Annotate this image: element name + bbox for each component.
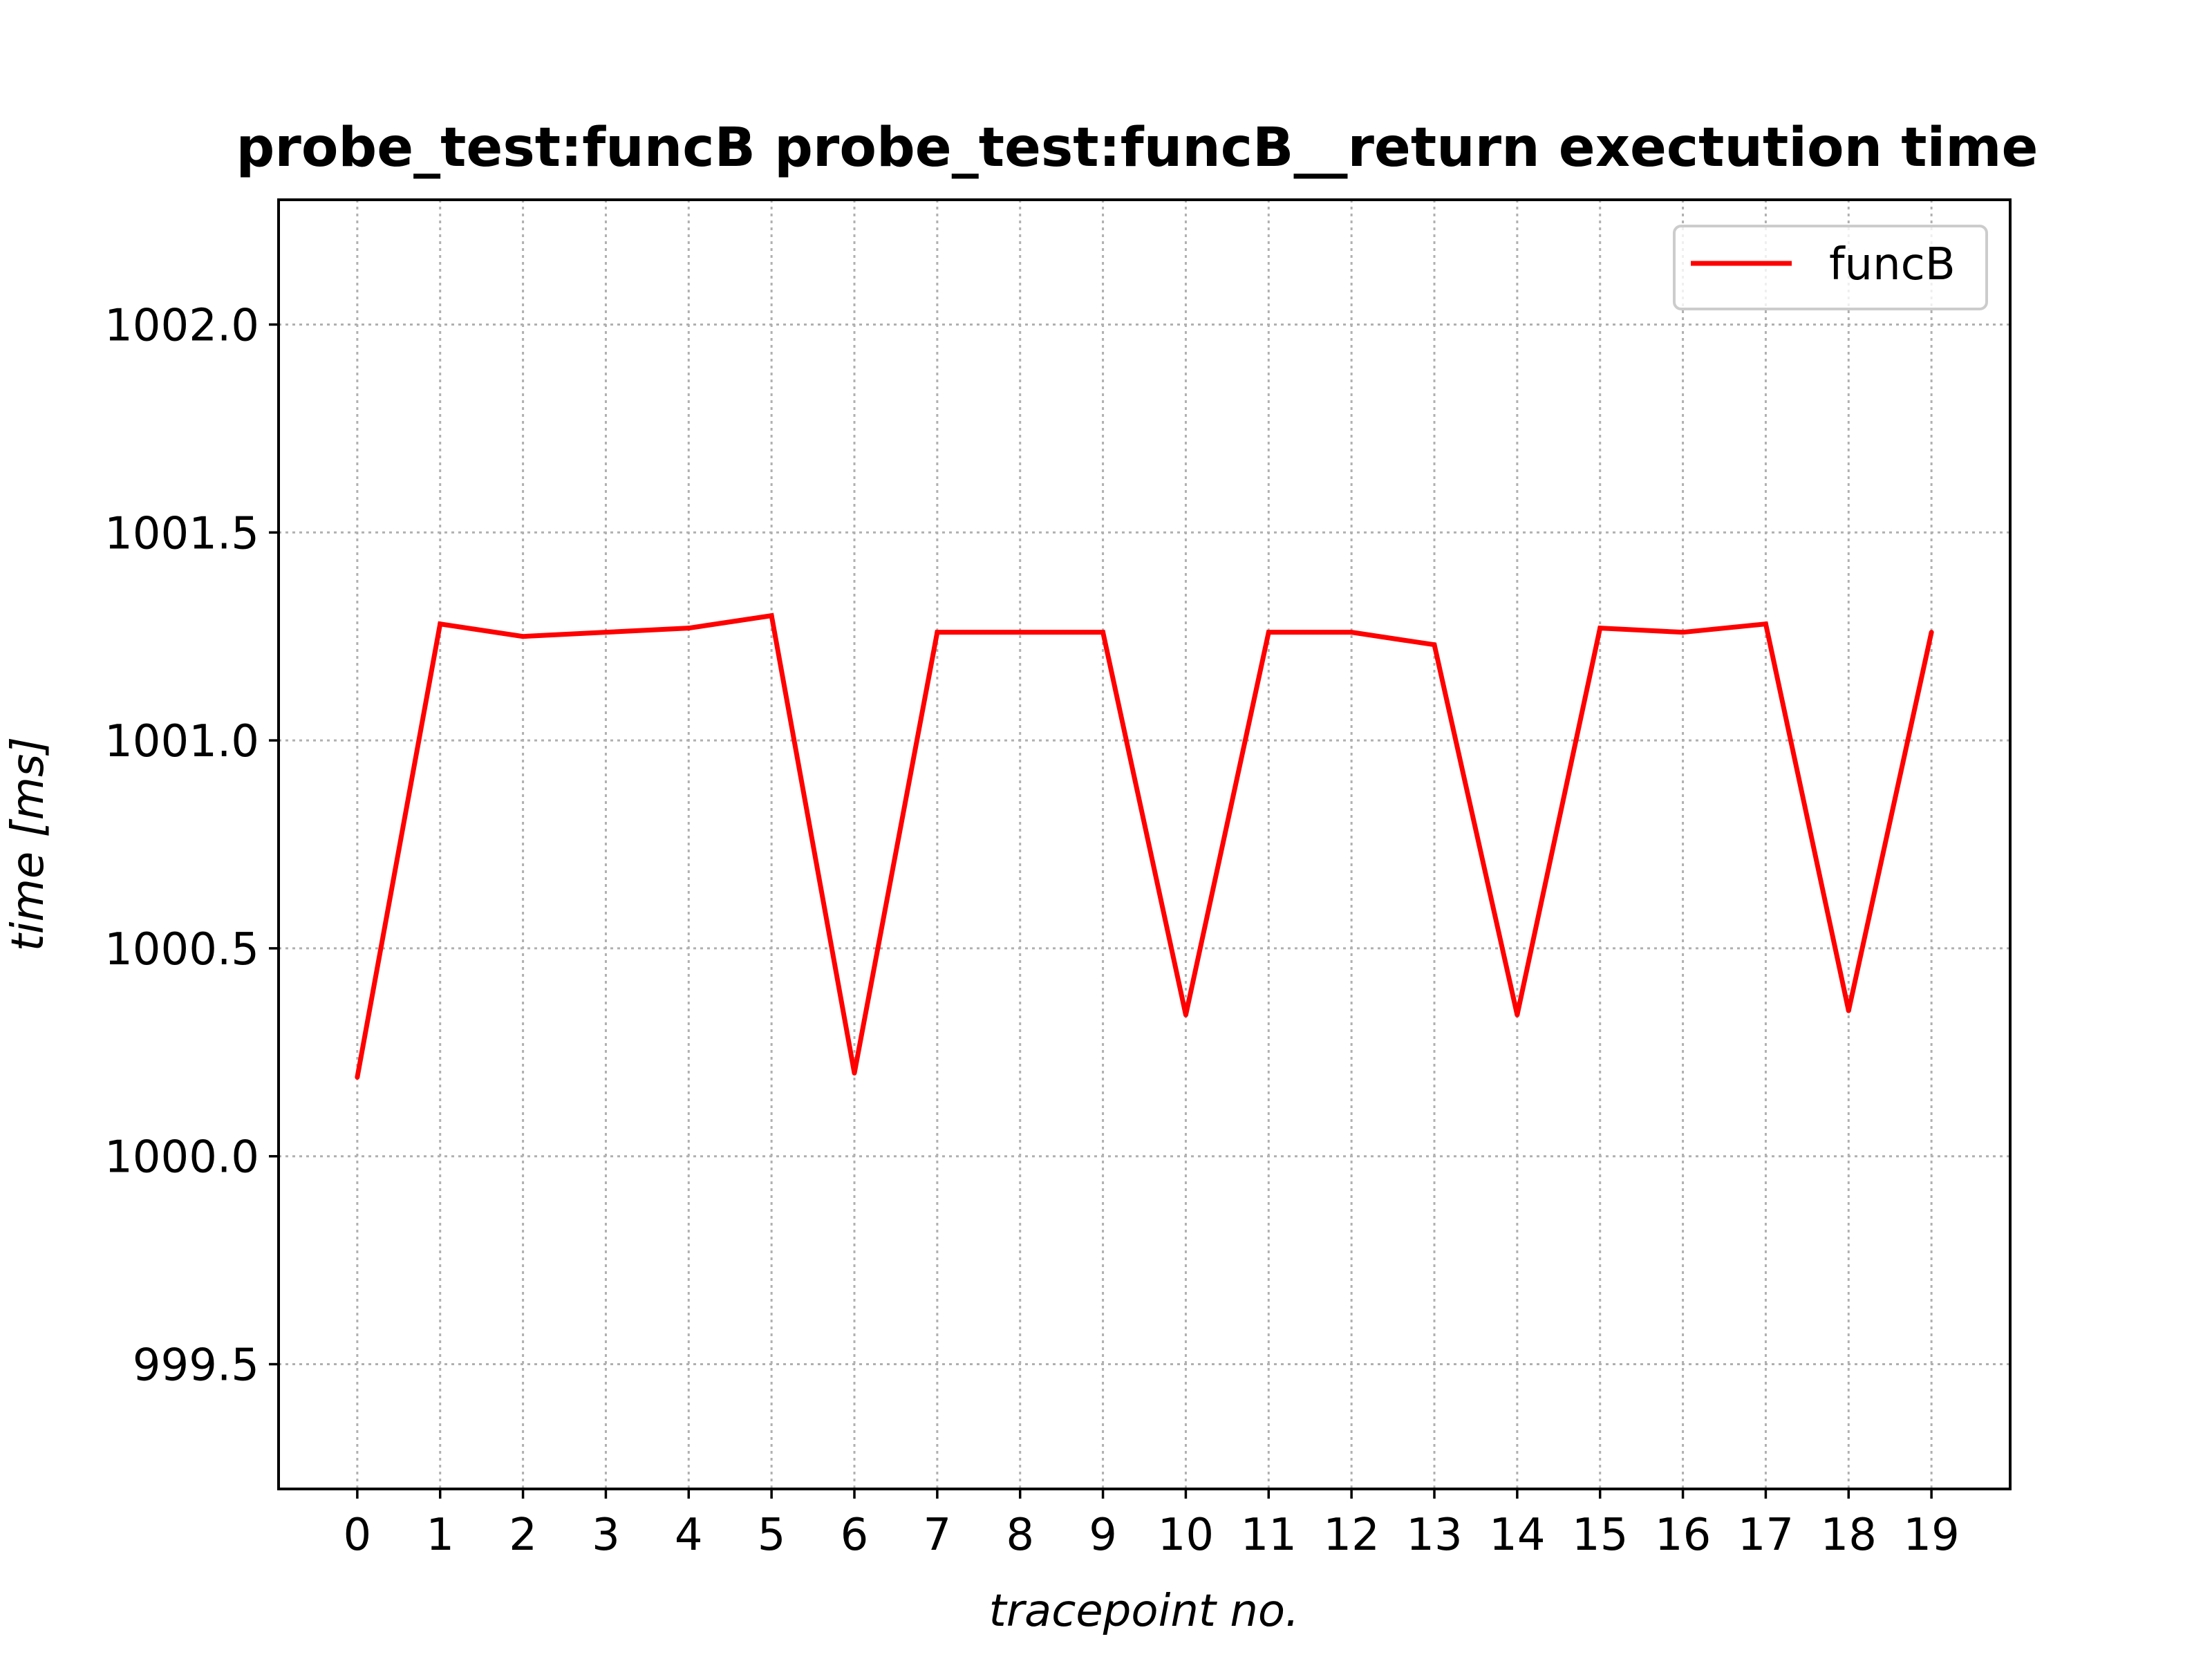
x-tick-label: 3 [592,1510,620,1561]
data-point [1680,630,1686,635]
x-axis-label: tracepoint no. [989,1586,1300,1637]
x-tick-label: 2 [509,1510,537,1561]
data-point [1515,1012,1520,1018]
x-tick-label: 17 [1738,1510,1794,1561]
data-point [1846,1008,1851,1013]
x-tick-label: 14 [1489,1510,1545,1561]
y-axis-label: time [ms] [3,737,54,952]
data-point [1597,626,1603,631]
x-tick-label: 18 [1821,1510,1877,1561]
x-tick-label: 15 [1572,1510,1628,1561]
y-tick-label: 1002.0 [104,300,259,351]
x-tick-label: 10 [1158,1510,1214,1561]
data-point [1763,621,1768,627]
x-tick-label: 13 [1406,1510,1462,1561]
x-tick-label: 16 [1655,1510,1711,1561]
data-point [438,621,443,627]
x-tick-label: 0 [344,1510,372,1561]
data-point [521,634,526,639]
x-tick-label: 4 [675,1510,703,1561]
x-tick-label: 8 [1006,1510,1034,1561]
data-point [1349,630,1354,635]
data-point [1018,630,1023,635]
x-tick-label: 1 [426,1510,454,1561]
y-axis-ticks: 999.5 1000.0 1000.5 1001.0 1001.5 1002.0 [104,300,279,1391]
chart-title: probe_test:funcB probe_test:funcB__retur… [236,117,2038,179]
y-tick-label: 1001.5 [104,508,259,559]
data-point [1266,630,1271,635]
x-tick-label: 11 [1241,1510,1297,1561]
legend-box [1673,225,1988,310]
data-point [769,613,774,619]
x-tick-label: 6 [841,1510,869,1561]
data-point [1929,630,1934,635]
series-layer [355,612,1934,1080]
data-point [355,1074,360,1080]
legend-label-funcB: funcB [1829,239,1956,290]
plot-frame [277,198,2012,1490]
legend: funcB [1673,225,1988,310]
grid [279,200,2010,1489]
data-point [686,626,691,631]
y-tick-label: 1000.5 [104,924,259,975]
x-tick-label: 12 [1323,1510,1379,1561]
y-tick-label: 999.5 [133,1340,259,1391]
data-point [603,630,608,635]
x-axis-ticks: 0 1 2 3 4 5 6 7 8 9 10 11 12 13 14 15 16 17 18 19 [344,1489,1960,1561]
x-tick-label: 7 [923,1510,951,1561]
data-point [1183,1012,1188,1018]
data-point [852,1070,857,1076]
data-point [935,630,940,635]
y-tick-label: 1000.0 [104,1132,259,1183]
series-line-funcB [355,612,1934,1078]
x-tick-label: 9 [1089,1510,1117,1561]
y-tick-label: 1001.0 [104,716,259,767]
x-tick-label: 5 [758,1510,786,1561]
data-point [1432,642,1437,648]
x-tick-label: 19 [1903,1510,1959,1561]
data-point [1100,630,1106,635]
